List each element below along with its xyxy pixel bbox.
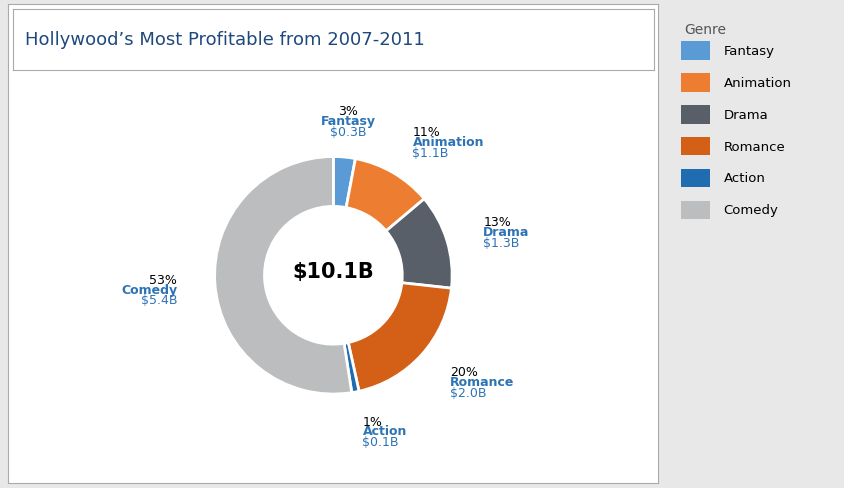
Text: Fantasy: Fantasy [321,115,376,128]
Wedge shape [346,159,425,231]
Wedge shape [214,157,352,394]
Text: Fantasy: Fantasy [723,45,775,58]
Text: Action: Action [362,425,407,438]
Text: $10.1B: $10.1B [293,261,374,281]
Text: 3%: 3% [338,105,358,118]
FancyBboxPatch shape [681,138,711,156]
Text: Animation: Animation [723,77,792,90]
Text: $0.1B: $0.1B [362,435,399,448]
Text: Romance: Romance [723,141,786,153]
Text: Action: Action [723,172,766,185]
Text: Comedy: Comedy [121,283,177,296]
Text: Animation: Animation [413,136,484,149]
Text: 20%: 20% [450,366,478,378]
Text: 53%: 53% [149,273,177,286]
Text: 11%: 11% [413,126,441,139]
Text: Hollywood’s Most Profitable from 2007-2011: Hollywood’s Most Profitable from 2007-20… [25,31,425,49]
FancyBboxPatch shape [681,74,711,93]
FancyBboxPatch shape [681,42,711,61]
Wedge shape [349,283,452,391]
Text: Romance: Romance [450,375,515,388]
FancyBboxPatch shape [681,201,711,220]
Text: 1%: 1% [362,415,382,427]
Wedge shape [333,157,355,208]
Text: Drama: Drama [723,109,768,122]
Text: Drama: Drama [484,225,530,238]
Text: Genre: Genre [684,23,726,37]
FancyBboxPatch shape [681,169,711,188]
Text: $0.3B: $0.3B [330,126,366,139]
Text: $5.4B: $5.4B [141,294,177,307]
Wedge shape [386,200,452,288]
FancyBboxPatch shape [681,106,711,124]
Text: 13%: 13% [484,215,511,228]
Text: $1.1B: $1.1B [413,146,449,160]
Text: $2.0B: $2.0B [450,386,487,399]
Text: Comedy: Comedy [723,204,778,217]
Text: $1.3B: $1.3B [484,236,520,249]
Wedge shape [344,343,359,393]
